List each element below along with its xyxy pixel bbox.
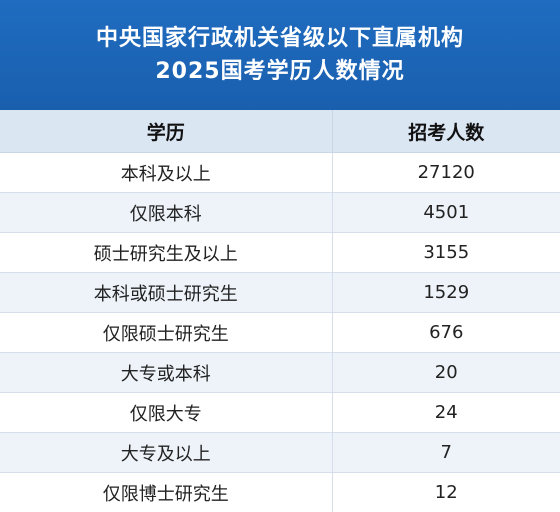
- cell-count: 12: [332, 473, 560, 512]
- cell-education: 硕士研究生及以上: [0, 233, 332, 273]
- cell-count: 4501: [332, 193, 560, 233]
- cell-education: 仅限大专: [0, 393, 332, 433]
- cell-education: 本科及以上: [0, 153, 332, 193]
- table-row: 仅限本科 4501: [0, 193, 560, 233]
- table-row: 仅限大专 24: [0, 393, 560, 433]
- table-row: 仅限博士研究生 12: [0, 473, 560, 512]
- cell-count: 24: [332, 393, 560, 433]
- table-row: 硕士研究生及以上 3155: [0, 233, 560, 273]
- column-header-education: 学历: [0, 110, 332, 153]
- title-banner: 中央国家行政机关省级以下直属机构 2025国考学历人数情况: [0, 0, 560, 110]
- cell-education: 大专或本科: [0, 353, 332, 393]
- cell-education: 仅限本科: [0, 193, 332, 233]
- cell-education: 大专及以上: [0, 433, 332, 473]
- table-row: 本科及以上 27120: [0, 153, 560, 193]
- title-line-2: 2025国考学历人数情况: [155, 55, 404, 88]
- cell-education: 仅限硕士研究生: [0, 313, 332, 353]
- cell-count: 27120: [332, 153, 560, 193]
- cell-count: 1529: [332, 273, 560, 313]
- table-row: 仅限硕士研究生 676: [0, 313, 560, 353]
- cell-count: 20: [332, 353, 560, 393]
- cell-count: 676: [332, 313, 560, 353]
- title-line-1: 中央国家行政机关省级以下直属机构: [96, 22, 464, 55]
- education-table: 学历 招考人数 本科及以上 27120 仅限本科 4501 硕士研究生及以上 3…: [0, 110, 560, 512]
- table-row: 大专或本科 20: [0, 353, 560, 393]
- header-row: 学历 招考人数: [0, 110, 560, 153]
- cell-count: 3155: [332, 233, 560, 273]
- table-row: 大专及以上 7: [0, 433, 560, 473]
- cell-count: 7: [332, 433, 560, 473]
- table-row: 本科或硕士研究生 1529: [0, 273, 560, 313]
- column-header-count: 招考人数: [332, 110, 560, 153]
- cell-education: 本科或硕士研究生: [0, 273, 332, 313]
- cell-education: 仅限博士研究生: [0, 473, 332, 512]
